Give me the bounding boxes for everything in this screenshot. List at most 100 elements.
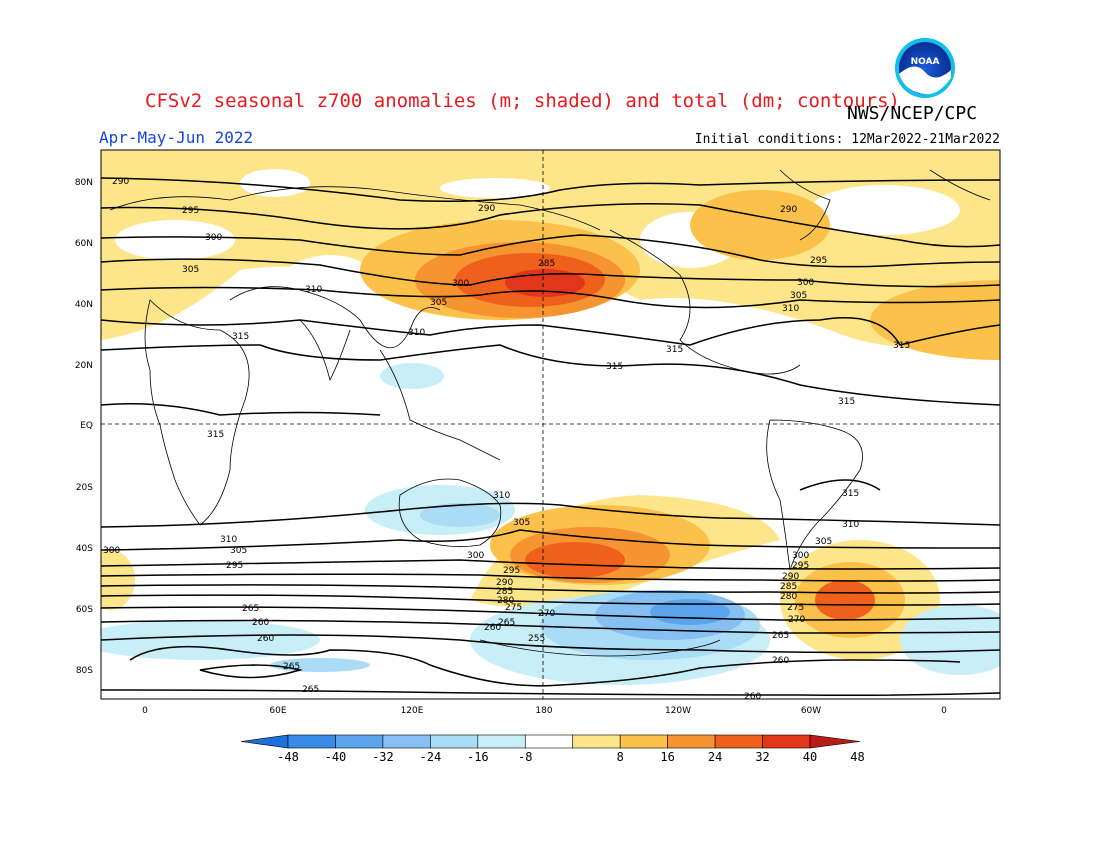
colorbar-tick-label: -48 [277,750,299,764]
contour-label: 270 [788,615,805,625]
map-frame [100,149,1001,700]
contour-label: 260 [252,618,269,628]
lat-label: 40N [75,300,93,310]
lat-label: 20N [75,361,93,371]
colorbar-tick-label: 48 [850,750,864,764]
lon-label: 60W [801,706,821,716]
contour-label: 265 [498,618,515,628]
initial-conditions-label: Initial conditions: 12Mar2022-21Mar2022 [694,132,1000,147]
anomaly-shading [101,150,1000,699]
contour-label: 295 [226,561,243,571]
contour-label: 290 [112,177,129,187]
lon-label: 180 [535,706,552,716]
contour-label: 290 [478,204,495,214]
lat-label: 80S [76,666,93,676]
contour-label: 265 [772,631,789,641]
logo-text: NOAA [911,57,940,67]
colorbar-bin [335,734,384,749]
lat-label: EQ [80,421,93,431]
contour-label: 285 [538,259,555,269]
contour-label: 305 [230,546,247,556]
contour-label: 275 [505,603,522,613]
colorbar-tick-label: 32 [755,750,769,764]
contour-label: 290 [780,205,797,215]
contour-label: 310 [305,285,322,295]
contour-label: 265 [242,604,259,614]
contour-label: 310 [493,491,510,501]
colorbar-bin [477,734,526,749]
contour-label: 295 [182,206,199,216]
map-title: CFSv2 seasonal z700 anomalies (m; shaded… [145,90,900,112]
colorbar-tick-label: -32 [372,750,394,764]
latitude-axis: 80N 60N 40N 20N EQ 20S 40S 60S 80S [75,178,93,676]
contour-label: 315 [232,332,249,342]
contour-label: 305 [790,291,807,301]
colorbar-tick-label: 24 [708,750,722,764]
colorbar-bin [762,734,811,749]
contour-label: 255 [528,634,545,644]
contour-label: 285 [780,582,797,592]
colorbar-bin [572,734,621,749]
contour-label: 265 [283,662,300,672]
noaa-logo: NOAA [895,38,955,98]
colorbar-bin [667,734,716,749]
contour-label: 290 [496,578,513,588]
contour-label: 305 [430,298,447,308]
contour-label: 315 [666,345,683,355]
contour-label: 260 [257,634,274,644]
contour-label: 295 [810,256,827,266]
agency-label: NWS/NCEP/CPC [847,103,978,124]
contour-label: 310 [782,304,799,314]
colorbar-tick-label: 16 [660,750,674,764]
contour-label: 260 [744,692,761,702]
contour-label: 270 [538,609,555,619]
contour-label: 310 [842,520,859,530]
colorbar-tick-label: -24 [420,750,442,764]
contour-label: 275 [787,603,804,613]
contour-label: 265 [302,685,319,695]
contour-label: 315 [838,397,855,407]
colorbar-tick-label: -8 [518,750,532,764]
contour-label: 300 [792,551,809,561]
contour-label: 305 [513,518,530,528]
longitude-axis: 0 60E 120E 180 120W 60W 0 [142,706,947,716]
colorbar-bin [524,734,574,749]
lat-label: 40S [76,544,93,554]
contour-label: 310 [220,535,237,545]
contour-label: 280 [780,592,797,602]
colorbar-tick-label: 8 [617,750,624,764]
colorbar-bin [382,734,431,749]
contour-label: 300 [467,551,484,561]
colorbar-tick-label: -40 [325,750,347,764]
contour-label: 315 [893,341,910,351]
colorbar-tick-label: 40 [803,750,817,764]
colorbar-bin [619,734,668,749]
colorbar-bin [430,734,479,749]
lat-label: 60S [76,605,93,615]
lon-label: 0 [941,706,947,716]
contour-label: 300 [103,546,120,556]
lat-label: 80N [75,178,93,188]
period-label: Apr-May-Jun 2022 [99,128,254,147]
lon-label: 120W [665,706,691,716]
contour-label: 300 [452,279,469,289]
colorbar-bin [287,734,336,749]
colorbar-arrow-low [240,734,289,749]
height-contours [101,177,1000,696]
lon-label: 60E [269,706,286,716]
contour-label: 295 [792,561,809,571]
contour-label: 310 [408,328,425,338]
contour-label: 295 [503,566,520,576]
colorbar-tick-label: -16 [467,750,489,764]
lat-label: 60N [75,239,93,249]
contour-label: 315 [606,362,623,372]
colorbar-arrow-high [809,734,861,749]
lon-label: 120E [401,706,424,716]
contour-label: 300 [205,233,222,243]
contour-label: 285 [496,587,513,597]
contour-label-group: 290 295 300 305 310 315 290 290 300 285 … [103,177,910,702]
contour-label: 315 [842,489,859,499]
contour-label: 300 [797,278,814,288]
contour-label: 315 [207,430,224,440]
lat-label: 20S [76,483,93,493]
